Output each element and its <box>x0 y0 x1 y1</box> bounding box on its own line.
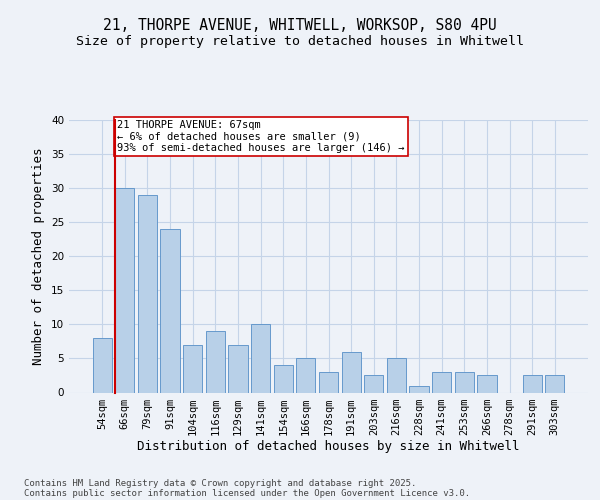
Bar <box>274 365 293 392</box>
Bar <box>251 324 270 392</box>
Bar <box>229 345 248 393</box>
Bar <box>138 195 157 392</box>
Bar <box>115 188 134 392</box>
Bar <box>387 358 406 392</box>
Y-axis label: Number of detached properties: Number of detached properties <box>32 148 46 365</box>
Bar <box>455 372 474 392</box>
Bar <box>319 372 338 392</box>
Bar <box>432 372 451 392</box>
Bar <box>545 376 565 392</box>
Bar <box>523 376 542 392</box>
Bar <box>160 229 180 392</box>
Text: Contains HM Land Registry data © Crown copyright and database right 2025.: Contains HM Land Registry data © Crown c… <box>24 478 416 488</box>
Text: Size of property relative to detached houses in Whitwell: Size of property relative to detached ho… <box>76 35 524 48</box>
Bar <box>296 358 316 392</box>
Bar <box>206 331 225 392</box>
Text: 21, THORPE AVENUE, WHITWELL, WORKSOP, S80 4PU: 21, THORPE AVENUE, WHITWELL, WORKSOP, S8… <box>103 18 497 32</box>
Bar <box>409 386 428 392</box>
Bar <box>183 345 202 393</box>
Bar <box>92 338 112 392</box>
Bar <box>364 376 383 392</box>
X-axis label: Distribution of detached houses by size in Whitwell: Distribution of detached houses by size … <box>137 440 520 454</box>
Bar <box>477 376 497 392</box>
Text: Contains public sector information licensed under the Open Government Licence v3: Contains public sector information licen… <box>24 488 470 498</box>
Text: 21 THORPE AVENUE: 67sqm
← 6% of detached houses are smaller (9)
93% of semi-deta: 21 THORPE AVENUE: 67sqm ← 6% of detached… <box>118 120 405 153</box>
Bar <box>341 352 361 393</box>
